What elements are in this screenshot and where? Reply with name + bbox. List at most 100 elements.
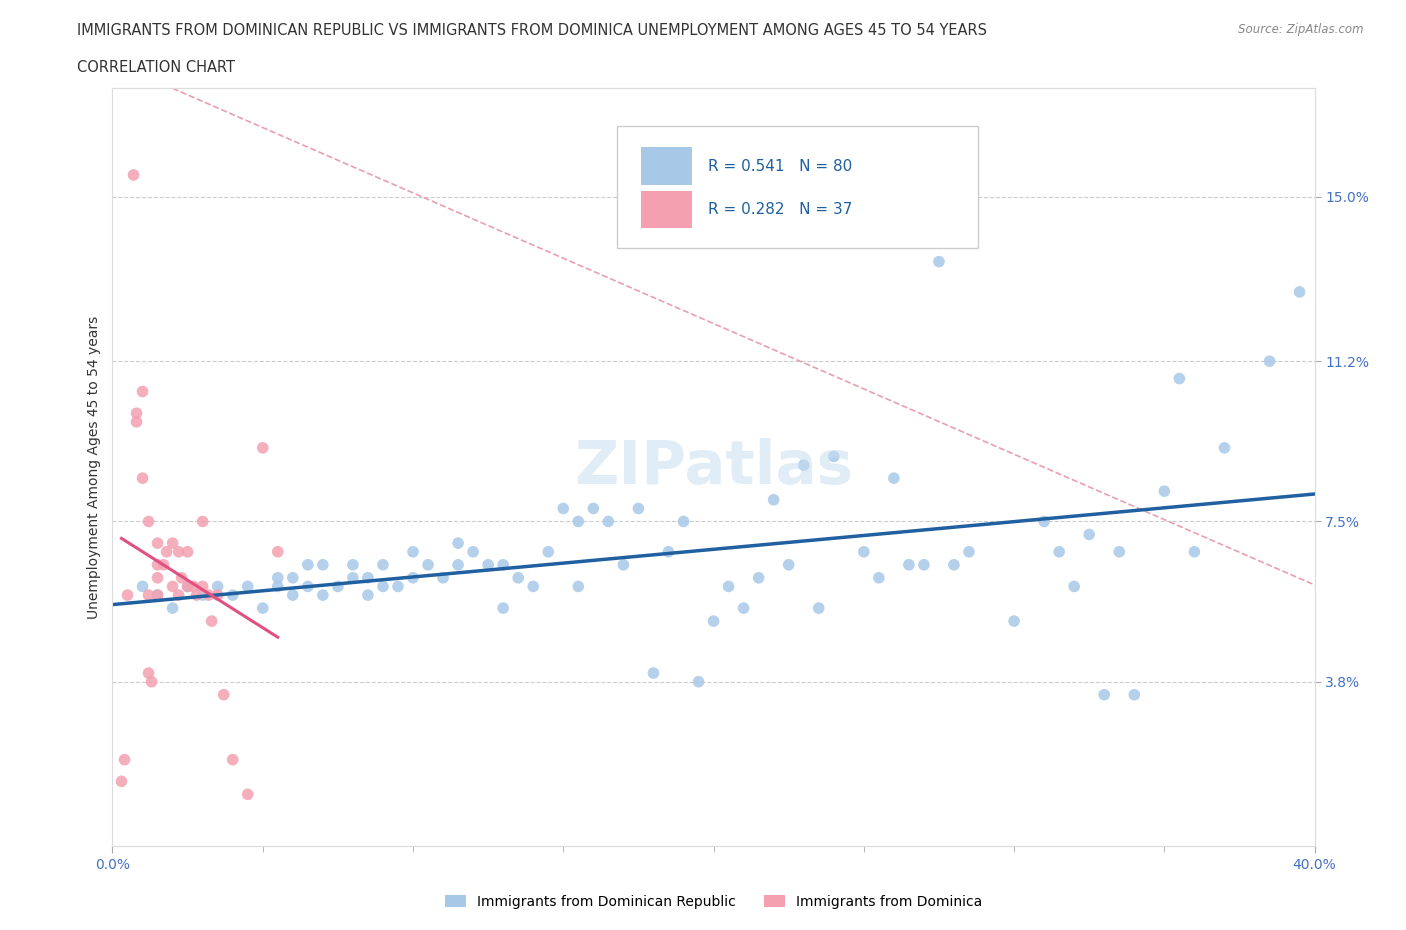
Point [612,557,634,572]
Point [236,787,259,802]
Point [342,557,364,572]
Point [793,458,815,472]
Point [1123,687,1146,702]
Point [281,588,304,603]
Point [432,570,454,585]
Point [197,588,219,603]
Point [942,557,965,572]
Point [267,570,290,585]
Point [598,514,620,529]
Point [125,415,148,430]
Text: Source: ZipAtlas.com: Source: ZipAtlas.com [1239,23,1364,36]
Point [312,557,335,572]
Point [387,579,409,594]
Point [125,405,148,420]
Point [141,674,163,689]
Point [852,544,875,559]
FancyBboxPatch shape [641,191,692,228]
Point [957,544,980,559]
Point [222,752,245,767]
Text: ZIPatlas: ZIPatlas [574,438,853,497]
Point [155,544,177,559]
Point [297,579,319,594]
Point [582,501,605,516]
Point [567,514,589,529]
Point [267,579,290,594]
Point [186,588,208,603]
Point [162,601,184,616]
Point [312,588,335,603]
Point [252,601,274,616]
Text: IMMIGRANTS FROM DOMINICAN REPUBLIC VS IMMIGRANTS FROM DOMINICA UNEMPLOYMENT AMON: IMMIGRANTS FROM DOMINICAN REPUBLIC VS IM… [77,23,987,38]
Point [131,471,153,485]
Point [326,579,349,594]
Point [748,570,770,585]
Point [1002,614,1025,629]
Point [342,570,364,585]
Point [297,557,319,572]
FancyBboxPatch shape [641,148,692,185]
Point [1108,544,1130,559]
Point [152,557,174,572]
Point [357,570,380,585]
Point [138,514,160,529]
Point [114,752,136,767]
Point [191,579,214,594]
Point [267,544,290,559]
Point [207,579,229,594]
Point [702,614,725,629]
Point [883,471,905,485]
Point [657,544,679,559]
Point [138,588,160,603]
Point [868,570,890,585]
Point [176,579,198,594]
Point [167,588,190,603]
Point [1184,544,1206,559]
Point [146,588,169,603]
Point [371,579,394,594]
Point [1033,514,1056,529]
Text: CORRELATION CHART: CORRELATION CHART [77,60,235,75]
Point [146,570,169,585]
Point [117,588,139,603]
Point [912,557,935,572]
Point [447,557,470,572]
Point [138,666,160,681]
Text: R = 0.541   N = 80: R = 0.541 N = 80 [707,159,852,174]
Point [191,514,214,529]
Point [492,557,515,572]
Point [461,544,484,559]
FancyBboxPatch shape [617,126,979,247]
Point [201,614,224,629]
Point [1063,579,1085,594]
Point [522,579,544,594]
Point [477,557,499,572]
Point [1288,285,1310,299]
Point [492,601,515,616]
Text: R = 0.282   N = 37: R = 0.282 N = 37 [707,202,852,217]
Legend: Immigrants from Dominican Republic, Immigrants from Dominica: Immigrants from Dominican Republic, Immi… [446,895,981,909]
Point [183,579,205,594]
Point [176,579,198,594]
Point [567,579,589,594]
Point [162,536,184,551]
Point [508,570,530,585]
Point [212,687,235,702]
Point [146,536,169,551]
Point [1168,371,1191,386]
Y-axis label: Unemployment Among Ages 45 to 54 years: Unemployment Among Ages 45 to 54 years [87,315,101,619]
Point [688,674,710,689]
Point [416,557,439,572]
Point [162,579,184,594]
Point [167,544,190,559]
Point [447,536,470,551]
Point [357,588,380,603]
Point [222,588,245,603]
Point [1213,441,1236,456]
Point [122,167,145,182]
Point [553,501,575,516]
Point [252,441,274,456]
Point [1078,527,1101,542]
Point [146,557,169,572]
Point [1092,687,1115,702]
